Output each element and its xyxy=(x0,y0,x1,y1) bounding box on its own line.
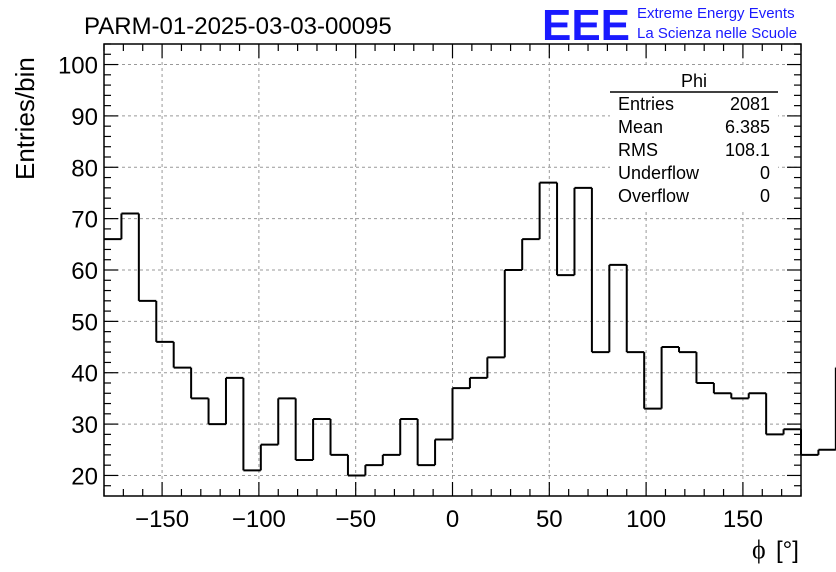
x-tick-label: −50 xyxy=(335,506,376,533)
x-axis-unit: [°] xyxy=(776,537,799,564)
y-tick-label: 30 xyxy=(71,412,98,439)
plot-frame xyxy=(103,43,802,497)
histogram-bin xyxy=(486,356,505,378)
y-tick-label: 90 xyxy=(71,104,98,131)
histogram-bin xyxy=(312,417,331,461)
histogram-bin xyxy=(712,383,732,395)
histogram-bin xyxy=(416,418,436,467)
stats-box: Phi Entries 2081 Mean 6.385 RMS 108.1 Un… xyxy=(610,66,778,212)
histogram-bin xyxy=(643,352,662,410)
histogram-bin xyxy=(399,417,418,455)
axis-tick-labels: −150 −100 −50 0 50 100 150 20 30 40 50 60 70 80 90 100 xyxy=(58,53,763,533)
y-tick-label: 80 xyxy=(71,155,98,182)
histogram-bin xyxy=(224,376,244,425)
histogram-bin xyxy=(277,397,296,445)
histogram-bin xyxy=(625,264,645,354)
histogram-bin xyxy=(381,453,401,466)
y-axis-label: Entries/bin xyxy=(10,57,40,180)
x-tick-label: 150 xyxy=(723,506,763,533)
histogram-bin xyxy=(590,187,610,354)
x-tick-label: 50 xyxy=(536,506,563,533)
stats-box-title: Phi xyxy=(681,71,707,91)
histogram-bin xyxy=(747,392,767,399)
stats-value-underflow: 0 xyxy=(760,163,770,183)
histogram-bin xyxy=(207,398,226,426)
histogram-bin xyxy=(242,377,261,472)
histogram-bin xyxy=(538,181,558,240)
stats-label-rms: RMS xyxy=(618,140,658,160)
histogram-bin xyxy=(800,429,819,456)
histogram-bin xyxy=(521,238,540,270)
histogram-bin xyxy=(678,347,697,354)
y-tick-label: 70 xyxy=(71,207,98,234)
stats-label-underflow: Underflow xyxy=(618,163,700,183)
histogram-bin xyxy=(329,418,348,456)
histogram-bin xyxy=(695,352,714,384)
y-tick-label: 100 xyxy=(58,53,98,80)
y-tick-label: 40 xyxy=(71,361,98,388)
histogram-bin xyxy=(190,367,209,400)
histogram-bin xyxy=(573,186,592,276)
histogram-bin xyxy=(817,448,836,455)
y-tick-label: 60 xyxy=(71,258,98,285)
histogram-bin xyxy=(556,182,575,277)
histogram-bin xyxy=(765,393,784,436)
stats-value-entries: 2081 xyxy=(730,94,770,114)
stats-value-rms: 108.1 xyxy=(725,140,770,160)
histogram-bin xyxy=(468,376,488,389)
eee-logo-line2: La Scienza nelle Scuole xyxy=(637,25,797,42)
stats-value-overflow: 0 xyxy=(760,186,770,206)
histogram-bars xyxy=(104,181,836,477)
histogram-bin xyxy=(120,212,139,240)
eee-logo-line1: Extreme Energy Events xyxy=(637,5,795,22)
stats-value-mean: 6.385 xyxy=(725,117,770,137)
histogram-bin xyxy=(503,269,523,358)
histogram-bin xyxy=(451,387,470,440)
stats-box-background xyxy=(610,66,778,212)
histogram-bin xyxy=(346,454,366,477)
histogram-bin xyxy=(730,393,749,400)
x-axis-symbol: ϕ xyxy=(752,535,766,564)
y-tick-label: 50 xyxy=(71,309,98,336)
histogram-bin xyxy=(294,398,314,462)
histogram-bin xyxy=(172,341,192,369)
histogram-bin xyxy=(259,443,279,471)
histogram-bin xyxy=(434,438,453,466)
y-tick-label: 20 xyxy=(71,463,98,490)
histogram-bin xyxy=(782,428,801,435)
histogram-bin xyxy=(155,300,174,343)
x-tick-label: −150 xyxy=(135,506,189,533)
histogram-bin xyxy=(137,213,157,302)
x-tick-label: 0 xyxy=(446,506,459,533)
histogram-bin xyxy=(608,263,627,353)
x-tick-label: 100 xyxy=(626,506,666,533)
x-tick-label: −100 xyxy=(232,506,286,533)
stats-label-mean: Mean xyxy=(618,117,663,137)
histogram-bin xyxy=(660,346,680,409)
eee-logo: EEE Extreme Energy Events La Scienza nel… xyxy=(542,1,797,50)
chart-title: PARM-01-2025-03-03-00095 xyxy=(84,13,392,40)
histogram-bin xyxy=(364,464,383,476)
stats-label-entries: Entries xyxy=(618,94,674,114)
eee-logo-mark: EEE xyxy=(542,1,630,50)
stats-label-overflow: Overflow xyxy=(618,186,690,206)
